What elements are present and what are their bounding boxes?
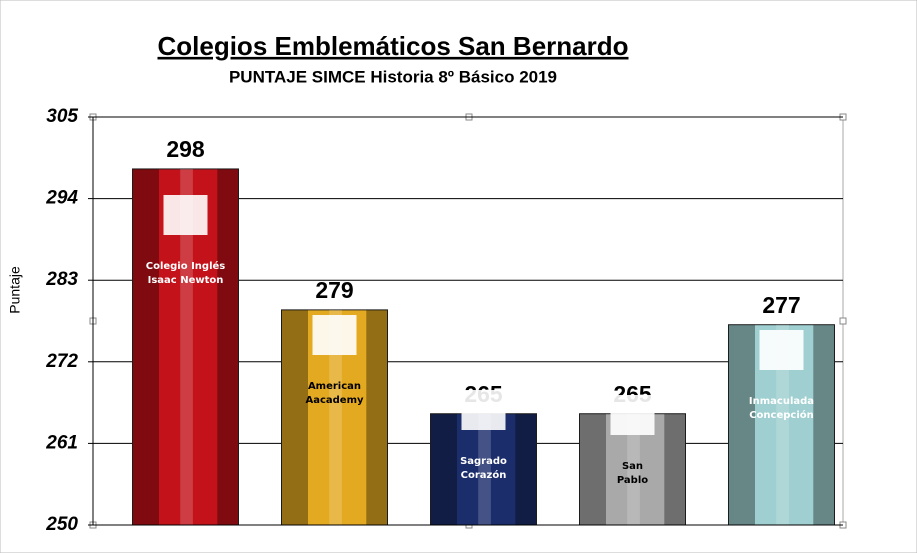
bar-shine <box>329 309 342 525</box>
category-label-box: Inmaculada Concepción <box>748 396 815 421</box>
bar-shade <box>728 324 755 525</box>
data-label: 298 <box>166 136 205 162</box>
bar-shine <box>627 413 640 525</box>
category-label: Inmaculada Concepción <box>748 396 815 421</box>
logo <box>312 315 357 355</box>
bar-shade <box>813 324 835 525</box>
y-tick-label: 305 <box>46 106 78 127</box>
category-label-box: San Pablo <box>616 461 649 486</box>
bar-shade <box>366 309 388 525</box>
bar-shade <box>515 413 537 525</box>
bar-shine <box>180 168 193 525</box>
bar-shade <box>132 168 159 525</box>
category-label-box: American Aacademy <box>305 381 364 406</box>
logo <box>610 395 655 435</box>
y-tick-label: 261 <box>45 432 78 453</box>
logo <box>759 330 804 370</box>
bar-shine <box>776 324 789 525</box>
y-axis-label: Puntaje <box>7 266 23 314</box>
bar-shade <box>217 168 239 525</box>
category-label-box: Colegio Inglés Isaac Newton <box>145 261 226 286</box>
y-tick-label: 294 <box>45 188 78 209</box>
category-label: American Aacademy <box>305 381 364 406</box>
category-label: Colegio Inglés Isaac Newton <box>145 261 226 286</box>
bar-shade <box>430 413 457 525</box>
data-label: 279 <box>315 277 353 303</box>
logo <box>461 390 506 430</box>
bar-shine <box>478 413 491 525</box>
y-tick-label: 283 <box>45 269 78 290</box>
category-label: Sagrado Corazón <box>460 456 507 481</box>
bar-shade <box>579 413 606 525</box>
bar-shade <box>281 309 308 525</box>
y-tick-label: 250 <box>45 514 78 535</box>
y-tick-label: 272 <box>45 351 78 372</box>
logo <box>163 195 208 235</box>
chart-subtitle: PUNTAJE SIMCE Historia 8º Básico 2019 <box>229 67 557 86</box>
bar-shade <box>664 413 686 525</box>
data-label: 277 <box>762 292 800 318</box>
category-label: San Pablo <box>616 461 649 486</box>
category-label-box: Sagrado Corazón <box>460 456 507 481</box>
chart-title: Colegios Emblemáticos San Bernardo <box>157 31 628 61</box>
